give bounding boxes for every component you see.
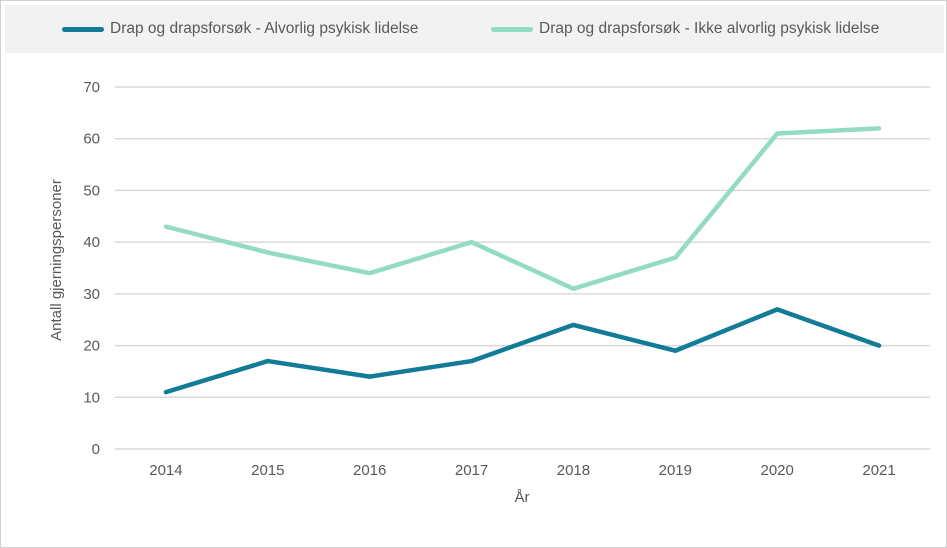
legend: Drap og drapsforsøk - Alvorlig psykisk l…: [5, 5, 944, 53]
y-tick-label: 70: [83, 79, 100, 96]
y-tick-label: 0: [92, 441, 100, 458]
x-tick-labels: 2014 2015 2016 2017 2018 2019 2020 2021: [149, 462, 896, 479]
x-tick-label: 2014: [149, 462, 182, 479]
series-line-0: [163, 307, 882, 395]
y-tick-label: 20: [83, 338, 100, 355]
x-tick-label: 2018: [557, 462, 590, 479]
y-tick-label: 60: [83, 131, 100, 148]
legend-swatch-ikke-alvorlig: [491, 26, 533, 32]
y-tick-label: 10: [83, 389, 100, 406]
x-tick-label: 2021: [862, 462, 895, 479]
legend-item-alvorlig: Drap og drapsforsøk - Alvorlig psykisk l…: [62, 20, 418, 38]
legend-item-ikke-alvorlig: Drap og drapsforsøk - Ikke alvorlig psyk…: [491, 20, 879, 38]
series-line-1: [163, 126, 882, 291]
y-tick-label: 40: [83, 234, 100, 251]
x-tick-label: 2016: [353, 462, 386, 479]
series-lines: [163, 126, 882, 395]
y-tick-labels: 0 10 20 30 40 50 60 70: [83, 79, 100, 458]
legend-label-ikke-alvorlig: Drap og drapsforsøk - Ikke alvorlig psyk…: [539, 20, 880, 37]
gridlines: [115, 86, 930, 450]
x-tick-label: 2020: [761, 462, 794, 479]
x-tick-label: 2019: [659, 462, 692, 479]
legend-label-alvorlig: Drap og drapsforsøk - Alvorlig psykisk l…: [110, 20, 419, 37]
x-tick-label: 2017: [455, 462, 488, 479]
y-tick-label: 30: [83, 286, 100, 303]
y-tick-label: 50: [83, 182, 100, 199]
x-axis-title: År: [515, 489, 530, 506]
legend-swatch-alvorlig: [62, 26, 104, 32]
x-tick-label: 2015: [251, 462, 284, 479]
y-axis-title: Antall gjerningspersoner: [48, 179, 65, 341]
